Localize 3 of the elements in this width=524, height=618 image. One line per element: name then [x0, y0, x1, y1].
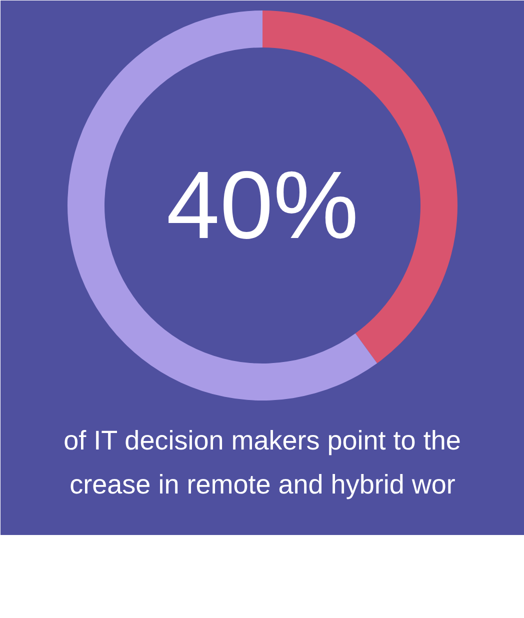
text: of IT decision makers point to the: [64, 426, 461, 456]
data-label: 40%: [166, 152, 359, 259]
text: crease in remote and hybrid wor: [70, 470, 456, 500]
